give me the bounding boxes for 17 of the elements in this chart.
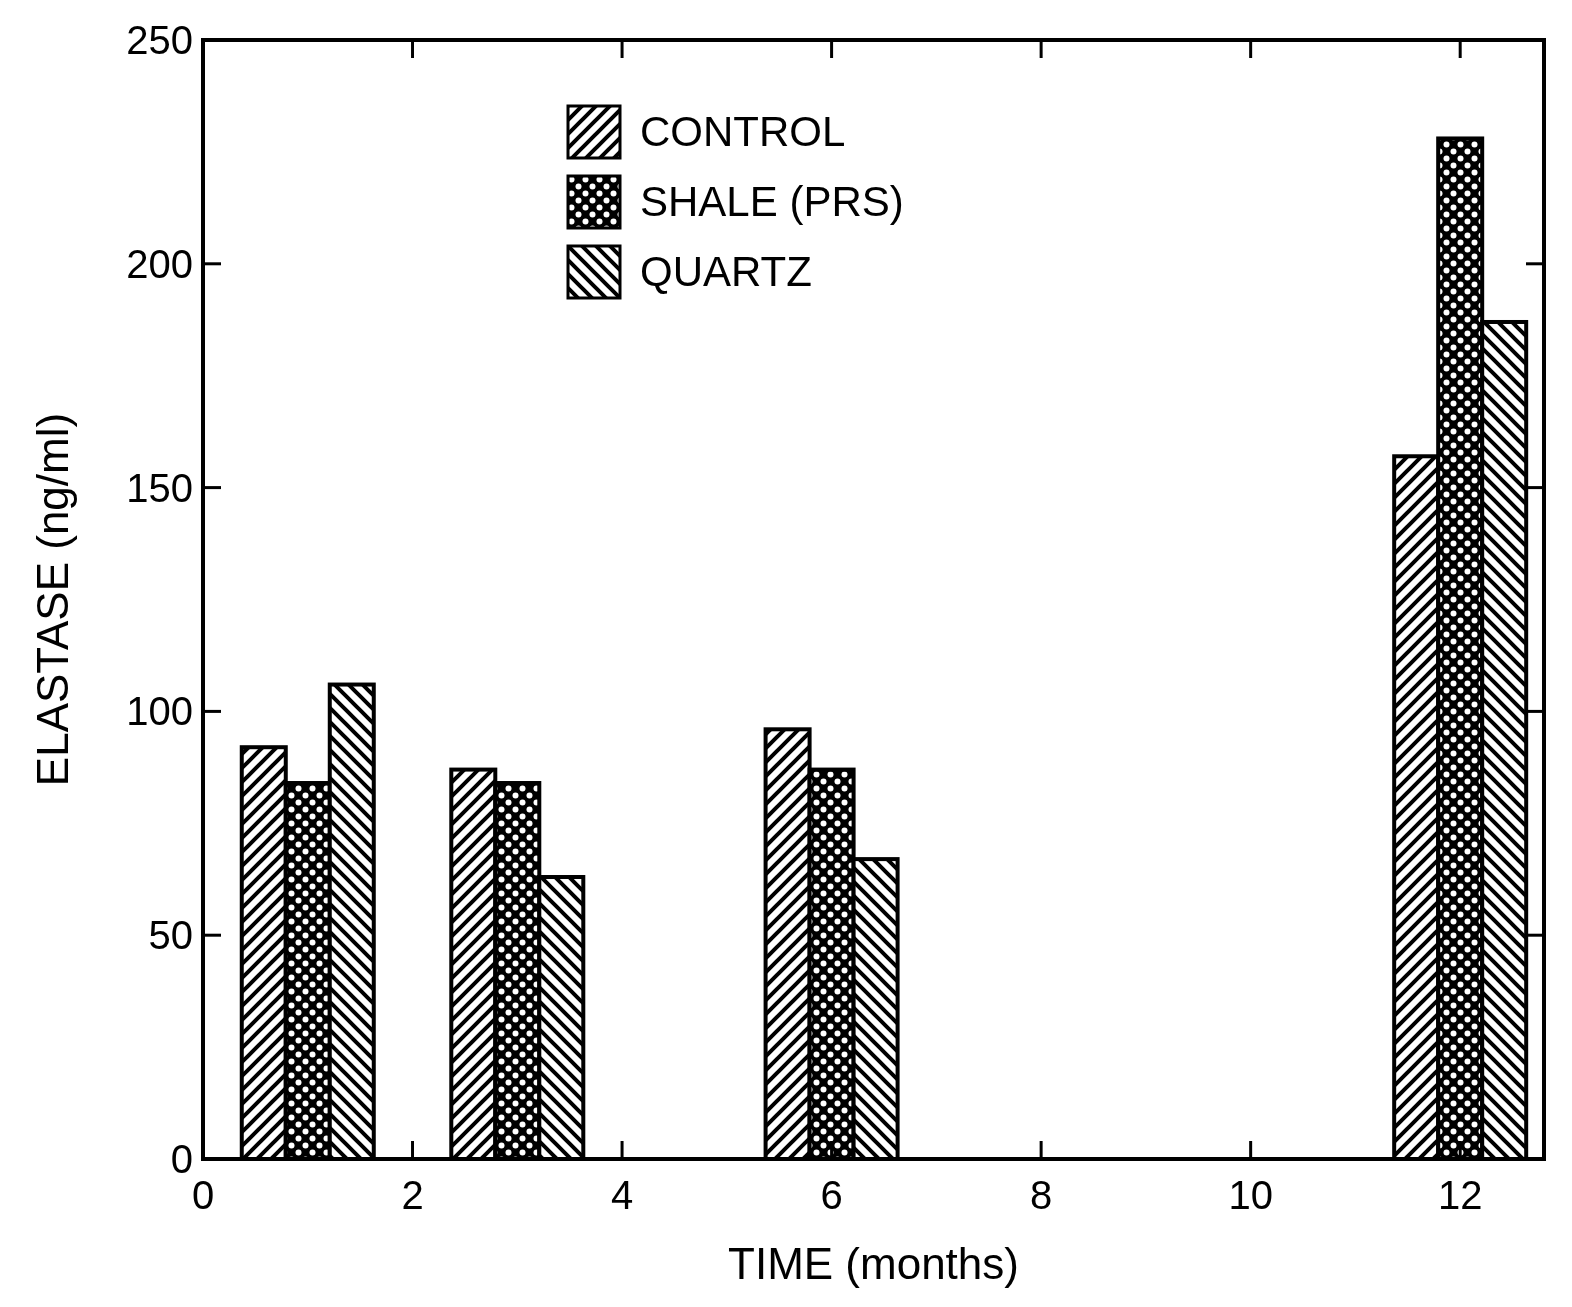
y-tick-label: 250: [126, 18, 193, 62]
x-tick-label: 12: [1437, 1173, 1483, 1217]
y-axis-title: ELASTASE (ng/ml): [28, 412, 77, 787]
y-tick-label: 100: [126, 689, 193, 734]
y-tick-label: 0: [170, 1137, 193, 1181]
y-tick-label: 50: [148, 913, 193, 958]
x-tick-label: 6: [820, 1173, 843, 1217]
y-tick-label: 150: [126, 465, 193, 510]
x-tick-label: 8: [1030, 1173, 1053, 1217]
x-tick-label: 2: [401, 1173, 424, 1217]
x-axis-title: TIME (months): [728, 1239, 1019, 1288]
legend-label: QUARTZ: [640, 248, 812, 295]
x-tick-label: 4: [610, 1173, 634, 1217]
legend-label: SHALE (PRS): [640, 178, 904, 225]
legend-label: CONTROL: [640, 108, 846, 155]
y-tick-label: 200: [126, 241, 193, 286]
x-tick-label: 10: [1228, 1173, 1273, 1217]
